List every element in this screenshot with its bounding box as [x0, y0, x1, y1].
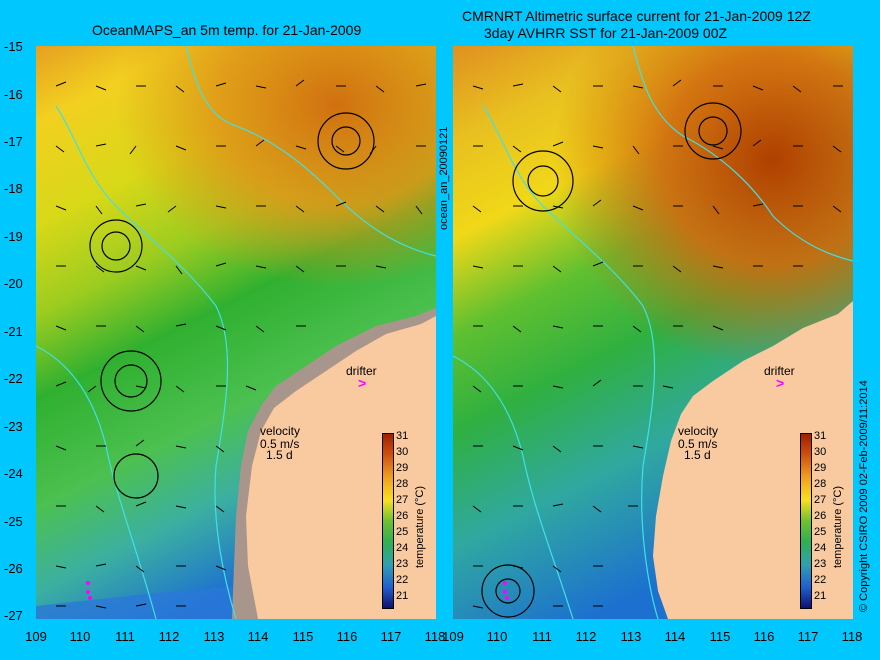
left-map-svg	[36, 46, 436, 619]
lon-tick: 113	[620, 629, 642, 644]
lon-tick: 114	[664, 629, 686, 644]
current-vectors	[472, 79, 843, 609]
lon-tick: 116	[753, 629, 775, 644]
lon-tick: 109	[25, 629, 47, 644]
lat-tick: -16	[4, 87, 23, 102]
colorbar-tick: 30	[396, 446, 409, 458]
colorbar-tick: 31	[396, 430, 409, 442]
lat-tick: -24	[4, 466, 23, 481]
colorbar-tick: 23	[814, 558, 827, 570]
drifter-label-right: drifter	[764, 364, 795, 378]
lat-tick: -15	[4, 39, 23, 54]
colorbar-label-right: temperature (°C)	[832, 485, 844, 568]
lon-tick: 110	[486, 629, 508, 644]
lon-tick: 110	[69, 629, 91, 644]
right-map-svg	[453, 46, 853, 619]
lon-tick: 117	[797, 629, 819, 644]
colorbar-tick: 27	[814, 494, 827, 506]
colorbar-tick: 28	[396, 478, 409, 490]
lon-tick: 118	[424, 629, 446, 644]
lon-tick: 111	[115, 629, 135, 644]
drifter-markers	[503, 581, 509, 600]
lat-tick: -20	[4, 276, 23, 291]
lon-tick: 115	[709, 629, 731, 644]
lon-tick: 111	[532, 629, 552, 644]
velocity-label-left: velocity	[260, 424, 301, 438]
colorbar-tick: 21	[814, 590, 827, 602]
colorbar-label-left: temperature (°C)	[414, 485, 426, 568]
colorbar-tick: 22	[814, 574, 827, 586]
velocity-days-right: 1.5 d	[684, 448, 711, 462]
drifter-markers	[86, 581, 92, 600]
lat-tick: -19	[4, 229, 23, 244]
lat-tick: -18	[4, 181, 23, 196]
right-panel-title-line1: CMRNRT Altimetric surface current for 21…	[462, 8, 811, 24]
colorbar-tick: 31	[814, 430, 827, 442]
lon-tick: 112	[158, 629, 180, 644]
colorbar-tick: 26	[814, 510, 827, 522]
colorbar-tick: 21	[396, 590, 409, 602]
warm-water-region	[36, 46, 436, 376]
lon-tick: 116	[336, 629, 358, 644]
colorbar-right	[800, 433, 812, 609]
lon-tick: 109	[442, 629, 464, 644]
velocity-scale-right: 0.5 m/s	[678, 437, 718, 451]
colorbar-tick: 24	[396, 542, 409, 554]
drifter-label-left: drifter	[346, 364, 377, 378]
colorbar-tick: 25	[396, 526, 409, 538]
lon-tick: 112	[575, 629, 597, 644]
drifter-marker-left: >	[358, 375, 367, 391]
lat-tick: -21	[4, 324, 23, 339]
left-map-panel	[36, 46, 436, 619]
lon-tick: 114	[247, 629, 269, 644]
right-map-panel	[453, 46, 853, 619]
right-panel-title-line2: 3day AVHRR SST for 21-Jan-2009 00Z	[484, 25, 728, 41]
left-panel-title: OceanMAPS_an 5m temp. for 21-Jan-2009	[92, 22, 362, 38]
lat-tick: -26	[4, 561, 23, 576]
colorbar-tick: 29	[396, 462, 409, 474]
bathymetry-contours	[36, 46, 436, 619]
lon-tick: 113	[203, 629, 225, 644]
model-run-id: ocean_an_20090121	[438, 126, 450, 230]
lat-tick: -25	[4, 514, 23, 529]
colorbar-tick: 23	[396, 558, 409, 570]
colorbar-tick: 22	[396, 574, 409, 586]
lon-tick: 118	[841, 629, 863, 644]
lat-tick: -23	[4, 419, 23, 434]
copyright-text: © Copyright CSIRO 2009 02-Feb-2009/11:20…	[858, 380, 870, 612]
velocity-scale-left: 0.5 m/s	[260, 437, 300, 451]
colorbar-tick: 29	[814, 462, 827, 474]
colorbar-tick: 27	[396, 494, 409, 506]
eddy-swirls	[89, 112, 375, 499]
velocity-days-left: 1.5 d	[266, 448, 293, 462]
lat-tick: -27	[4, 608, 23, 623]
velocity-label-right: velocity	[678, 424, 719, 438]
drifter-marker-right: >	[776, 375, 785, 391]
current-vectors	[55, 79, 427, 609]
colorbar-left	[382, 433, 394, 609]
lat-tick: -22	[4, 371, 23, 386]
colorbar-tick: 24	[814, 542, 827, 554]
eddy-swirls	[481, 102, 742, 618]
colorbar-tick: 28	[814, 478, 827, 490]
lon-tick: 117	[380, 629, 402, 644]
lat-tick: -17	[4, 134, 23, 149]
cool-water-region	[36, 586, 236, 619]
colorbar-tick: 26	[396, 510, 409, 522]
lon-tick: 115	[292, 629, 314, 644]
colorbar-tick: 30	[814, 446, 827, 458]
colorbar-tick: 25	[814, 526, 827, 538]
